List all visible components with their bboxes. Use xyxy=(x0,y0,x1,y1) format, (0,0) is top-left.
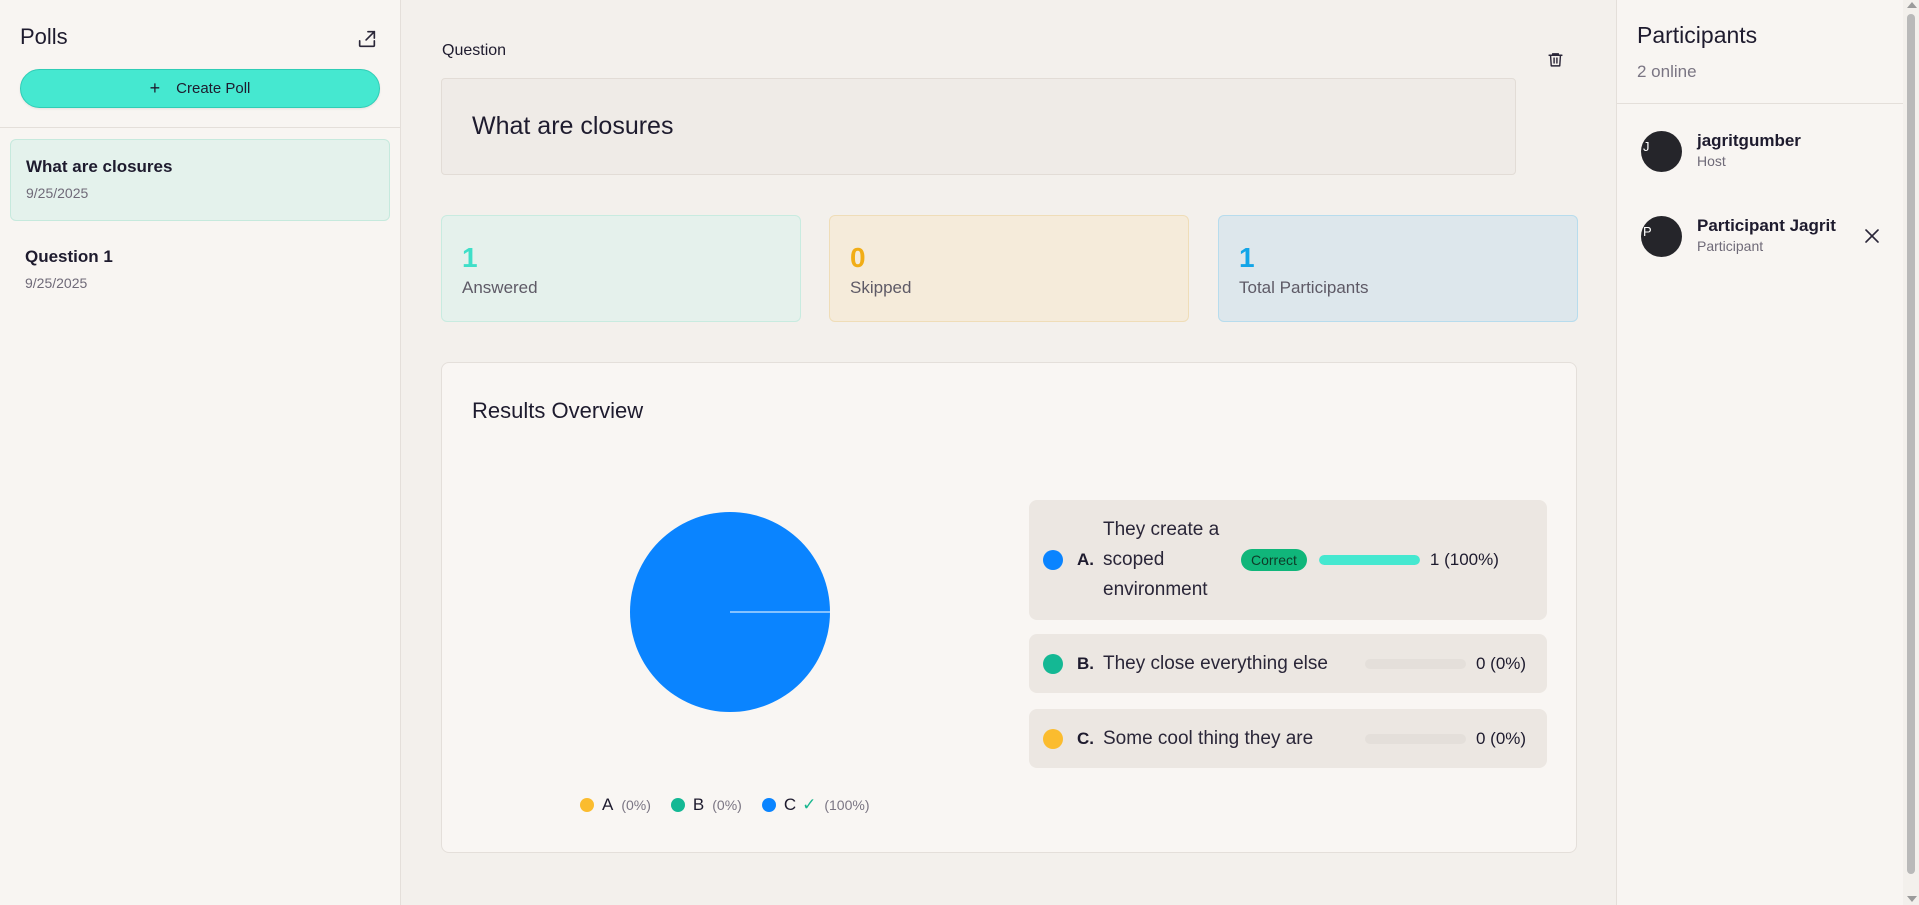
option-text: They create a scoped environment xyxy=(1103,519,1220,600)
skipped-label: Skipped xyxy=(850,278,912,297)
scroll-up-arrow-icon[interactable] xyxy=(1907,2,1917,8)
legend-item-c: C ✓ (100%) xyxy=(761,795,870,815)
plus-icon: + xyxy=(149,78,161,98)
answered-count: 1 xyxy=(462,242,478,273)
legend-label: A xyxy=(602,795,614,814)
scroll-down-arrow-icon[interactable] xyxy=(1907,896,1917,902)
sidebar-divider xyxy=(0,127,401,128)
poll-date: 9/25/2025 xyxy=(25,275,88,291)
option-count: 0 (0%) xyxy=(1476,728,1527,748)
sidebar-title: Polls xyxy=(20,24,68,49)
option-row-a: A. They create a scoped environment Corr… xyxy=(1029,500,1547,620)
poll-title: What are closures xyxy=(26,157,173,176)
online-count: 2 online xyxy=(1637,62,1697,81)
legend-dot-b xyxy=(670,798,685,812)
legend-item-a: A (0%) xyxy=(580,795,651,815)
remove-participant-button[interactable] xyxy=(1860,224,1884,248)
option-progress-bar xyxy=(1318,555,1420,565)
legend-dot-a xyxy=(580,798,594,812)
correct-badge: Correct xyxy=(1241,549,1307,571)
create-poll-label: Create Poll xyxy=(176,80,251,97)
poll-list-item[interactable]: What are closures 9/25/2025 xyxy=(10,139,390,221)
results-overview-card: Results Overview A (0%) B (0%) C ✓ (100%… xyxy=(441,362,1577,853)
option-count: 1 (100%) xyxy=(1429,550,1499,569)
share-button[interactable] xyxy=(354,26,380,52)
answered-label: Answered xyxy=(462,278,538,297)
legend-percent: (0%) xyxy=(712,797,742,813)
participant-row: P Participant Jagrit Participant xyxy=(1641,216,1891,260)
scrollbar-thumb[interactable] xyxy=(1907,14,1915,874)
option-letter: B. xyxy=(1077,653,1094,673)
option-progress-fill xyxy=(1318,555,1420,565)
option-text: They close everything else xyxy=(1103,652,1328,674)
question-label: Question xyxy=(442,42,507,59)
option-progress-bar xyxy=(1365,658,1466,669)
skipped-count: 0 xyxy=(850,242,866,273)
participant-role: Participant xyxy=(1697,238,1764,254)
option-count: 0 (0%) xyxy=(1476,653,1527,673)
sidebar-header: Polls xyxy=(20,24,380,54)
delete-poll-button[interactable] xyxy=(1543,47,1567,71)
option-color-dot xyxy=(1043,653,1063,674)
correct-check-icon: ✓ xyxy=(802,795,817,814)
answered-stat-card: 1 Answered xyxy=(441,215,801,322)
polls-sidebar: Polls + Create Poll What are closures 9/… xyxy=(0,0,401,905)
option-color-dot xyxy=(1043,728,1063,749)
option-text: Some cool thing they are xyxy=(1103,727,1314,749)
skipped-stat-card: 0 Skipped xyxy=(829,215,1189,322)
poll-list-item[interactable]: Question 1 9/25/2025 xyxy=(10,230,390,312)
participants-title: Participants xyxy=(1637,22,1758,48)
main-content: Question What are closures 1 Answered 0 … xyxy=(402,0,1616,905)
poll-title: Question 1 xyxy=(25,247,113,266)
participant-row: J jagritgumber Host xyxy=(1641,131,1891,175)
share-icon xyxy=(358,30,376,48)
total-participants-count: 1 xyxy=(1239,242,1255,273)
option-color-dot xyxy=(1043,550,1063,570)
option-letter: C. xyxy=(1077,728,1094,748)
question-box: What are closures xyxy=(441,78,1516,175)
legend-label: B xyxy=(692,795,705,814)
option-row-b: B. They close everything else 0 (0%) xyxy=(1029,634,1547,693)
legend-dot-c xyxy=(761,798,776,812)
chart-legend: A (0%) B (0%) C ✓ (100%) xyxy=(580,795,869,815)
legend-percent: (100%) xyxy=(824,797,870,813)
poll-date: 9/25/2025 xyxy=(26,185,89,201)
total-participants-stat-card: 1 Total Participants xyxy=(1218,215,1578,322)
legend-percent: (0%) xyxy=(621,797,651,813)
participants-divider xyxy=(1617,103,1904,104)
results-title: Results Overview xyxy=(472,398,644,423)
close-icon xyxy=(1865,229,1879,243)
legend-item-b: B (0%) xyxy=(670,795,742,815)
question-text: What are closures xyxy=(472,112,674,140)
create-poll-button[interactable]: + Create Poll xyxy=(20,69,380,108)
participant-name: jagritgumber xyxy=(1697,131,1801,150)
legend-label: C xyxy=(783,795,797,814)
option-progress-bar xyxy=(1365,733,1466,744)
trash-icon xyxy=(1547,52,1563,67)
avatar: J xyxy=(1641,131,1682,172)
participant-name: Participant Jagrit xyxy=(1697,216,1836,235)
option-letter: A. xyxy=(1077,550,1094,569)
page-scrollbar[interactable] xyxy=(1903,0,1919,905)
participants-panel: Participants 2 online J jagritgumber Hos… xyxy=(1616,0,1904,905)
results-pie-chart xyxy=(630,512,830,712)
participant-role: Host xyxy=(1697,153,1726,169)
option-row-c: C. Some cool thing they are 0 (0%) xyxy=(1029,709,1547,768)
total-participants-label: Total Participants xyxy=(1239,278,1369,297)
avatar: P xyxy=(1641,216,1682,257)
